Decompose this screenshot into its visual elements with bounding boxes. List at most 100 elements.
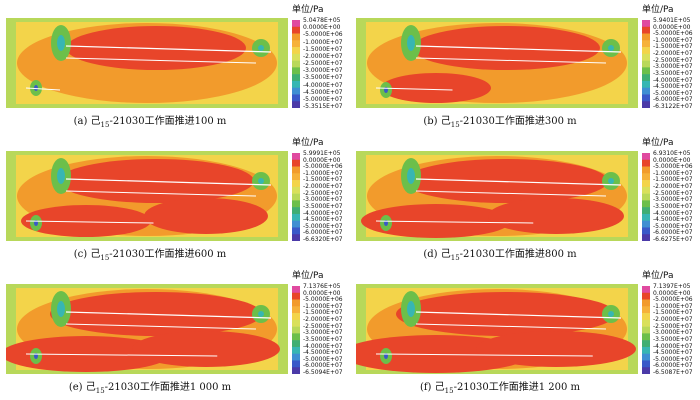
panel-caption: (e) 己15-21030工作面推进1 000 m [68,382,232,395]
colorbar-tick-label: 5.9991E+05 [303,150,341,157]
colorbar-tick-label: -2.5000E+07 [653,322,693,330]
colorbar-tick-label: 5.0478E+05 [303,17,341,24]
stress-contour-plot [6,18,288,108]
legend-unit-label: 单位/Pa [292,271,324,281]
colorbar-tick-label: -2.5000E+07 [303,322,343,330]
colorbar-tick-label: -1.0000E+07 [303,38,343,46]
colorbar-tick-label: -6.0000E+07 [653,96,693,104]
colorbar [642,153,650,241]
colorbar-tick-label: 0.0000E+00 [653,156,691,164]
colorbar-tick-label: -4.0000E+07 [653,342,693,350]
colorbar-tick-label: -1.0000E+07 [303,302,343,310]
colorbar [642,20,650,108]
colorbar-tick-label: -5.0000E+06 [653,30,693,38]
colorbar-tick-label: -4.5000E+07 [303,349,343,357]
colorbar-tick-label: -1.5000E+07 [303,176,343,184]
colorbar-tick-label: -1.0000E+07 [653,302,693,310]
colorbar-tick-label: -5.0000E+06 [303,296,343,304]
legend-unit-label: 单位/Pa [642,271,674,281]
colorbar-tick-label: -3.5000E+07 [303,335,343,343]
colorbar-tick-label: -1.5000E+07 [653,309,693,317]
colorbar-tick-label: 0.0000E+00 [303,289,341,297]
colorbar-tick-label: -2.5000E+07 [653,56,693,64]
colorbar-tick-label: -4.0000E+07 [303,209,343,217]
panel-caption: (c) 己15-21030工作面推进600 m [73,249,227,262]
colorbar-tick-label: -1.5000E+07 [303,309,343,317]
colorbar-tick-label: -1.5000E+07 [303,45,343,53]
stress-contour-plot [6,151,288,241]
colorbar-tick-label: -5.3515E+07 [303,103,343,110]
colorbar [642,286,650,374]
colorbar-tick-label: -4.0000E+07 [653,76,693,84]
figure-panel: 单位/Pa 6.9310E+05 0.0000E+00 -5.0000E+06 -1.0… [350,133,700,266]
colorbar-tick-label: -2.0000E+07 [303,52,343,60]
colorbar-tick-label: -6.6275E+07 [653,236,693,243]
colorbar-tick-label: -3.0000E+07 [303,329,343,337]
colorbar-tick-label: -1.0000E+07 [303,169,343,177]
figure-panel: 单位/Pa 5.9401E+05 0.0000E+00 -5.0000E+06 -1.0… [350,0,700,133]
colorbar-tick-label: -6.0000E+07 [303,362,343,370]
colorbar-tick-label: 0.0000E+00 [303,24,341,32]
colorbar-tick-label: -5.0000E+07 [653,89,693,97]
colorbar-tick-label: -2.0000E+07 [653,183,693,191]
colorbar-tick-label: 5.9401E+05 [653,17,691,24]
stress-contour-plot [6,284,288,374]
colorbar-tick-label: -5.0000E+07 [653,222,693,230]
colorbar-tick-label: -2.0000E+07 [653,316,693,324]
colorbar-tick-label: -3.0000E+07 [653,329,693,337]
stress-contour-plot [356,151,638,241]
colorbar [292,153,300,241]
colorbar-ticks: 7.1376E+05 0.0000E+00 -5.0000E+06 -1.0000E+… [303,284,349,376]
colorbar-tick-label: -4.5000E+07 [303,88,343,96]
colorbar-tick-label: -3.0000E+07 [653,196,693,204]
colorbar-tick-label: -2.5000E+07 [303,189,343,197]
colorbar-tick-label: -5.0000E+07 [303,355,343,363]
figure-panel: 单位/Pa 7.1397E+05 0.0000E+00 -5.0000E+06 -1.0… [350,266,700,399]
colorbar-tick-label: 7.1397E+05 [653,283,691,290]
colorbar-ticks: 5.0478E+05 0.0000E+00 -5.0000E+06 -1.0000E+… [303,18,349,110]
colorbar-tick-label: -2.0000E+07 [653,50,693,58]
colorbar-tick-label: -3.5000E+07 [303,74,343,82]
colorbar-tick-label: -6.5094E+07 [303,369,343,376]
colorbar-tick-label: -3.0000E+07 [303,196,343,204]
colorbar-tick-label: -1.5000E+07 [653,176,693,184]
colorbar-tick-label: -2.5000E+07 [303,60,343,67]
colorbar-tick-label: -3.5000E+07 [653,335,693,343]
colorbar-tick-label: -6.3122E+07 [653,103,693,110]
colorbar-tick-label: -4.5000E+07 [653,349,693,357]
colorbar [292,20,300,108]
colorbar-tick-label: -5.0000E+07 [303,222,343,230]
colorbar-tick-label: -3.5000E+07 [653,69,693,77]
colorbar-tick-label: 6.9310E+05 [653,150,691,157]
figure-panel: 单位/Pa 5.0478E+05 0.0000E+00 -5.0000E+06 -1.0… [0,0,350,133]
colorbar-tick-label: -4.5000E+07 [653,216,693,224]
colorbar-tick-label: -2.5000E+07 [653,189,693,197]
colorbar-tick-label: 0.0000E+00 [303,156,341,164]
figure-panel: 单位/Pa 5.9991E+05 0.0000E+00 -5.0000E+06 -1.0… [0,133,350,266]
legend-unit-label: 单位/Pa [292,5,324,15]
stress-contour-plot [356,18,638,108]
colorbar-tick-label: -5.0000E+06 [653,163,693,171]
colorbar-tick-label: -4.0000E+07 [303,342,343,350]
figure-panel: 单位/Pa 7.1376E+05 0.0000E+00 -5.0000E+06 -1.0… [0,266,350,399]
colorbar-ticks: 6.9310E+05 0.0000E+00 -5.0000E+06 -1.0000E+… [653,151,699,243]
colorbar-tick-label: -2.0000E+07 [303,183,343,191]
colorbar [292,286,300,374]
legend-unit-label: 单位/Pa [292,138,324,148]
colorbar-tick-label: -1.0000E+07 [653,169,693,177]
colorbar-tick-label: -6.5087E+07 [653,369,693,376]
colorbar-tick-label: -4.0000E+07 [303,81,343,89]
colorbar-tick-label: -3.0000E+07 [303,67,343,75]
colorbar-tick-label: -4.5000E+07 [653,83,693,91]
colorbar-ticks: 7.1397E+05 0.0000E+00 -5.0000E+06 -1.0000E+… [653,284,699,376]
colorbar-tick-label: -5.0000E+07 [303,95,343,103]
colorbar-tick-label: -5.0000E+07 [653,355,693,363]
colorbar-tick-label: -3.5000E+07 [653,202,693,210]
colorbar-tick-label: 0.0000E+00 [653,289,691,297]
panel-caption: (b) 己15-21030工作面推进300 m [423,116,577,129]
colorbar-tick-label: -1.0000E+07 [653,36,693,44]
legend-unit-label: 单位/Pa [642,138,674,148]
panel-caption: (d) 己15-21030工作面推进800 m [423,249,577,262]
colorbar-tick-label: 0.0000E+00 [653,23,691,31]
legend-unit-label: 单位/Pa [642,5,674,15]
